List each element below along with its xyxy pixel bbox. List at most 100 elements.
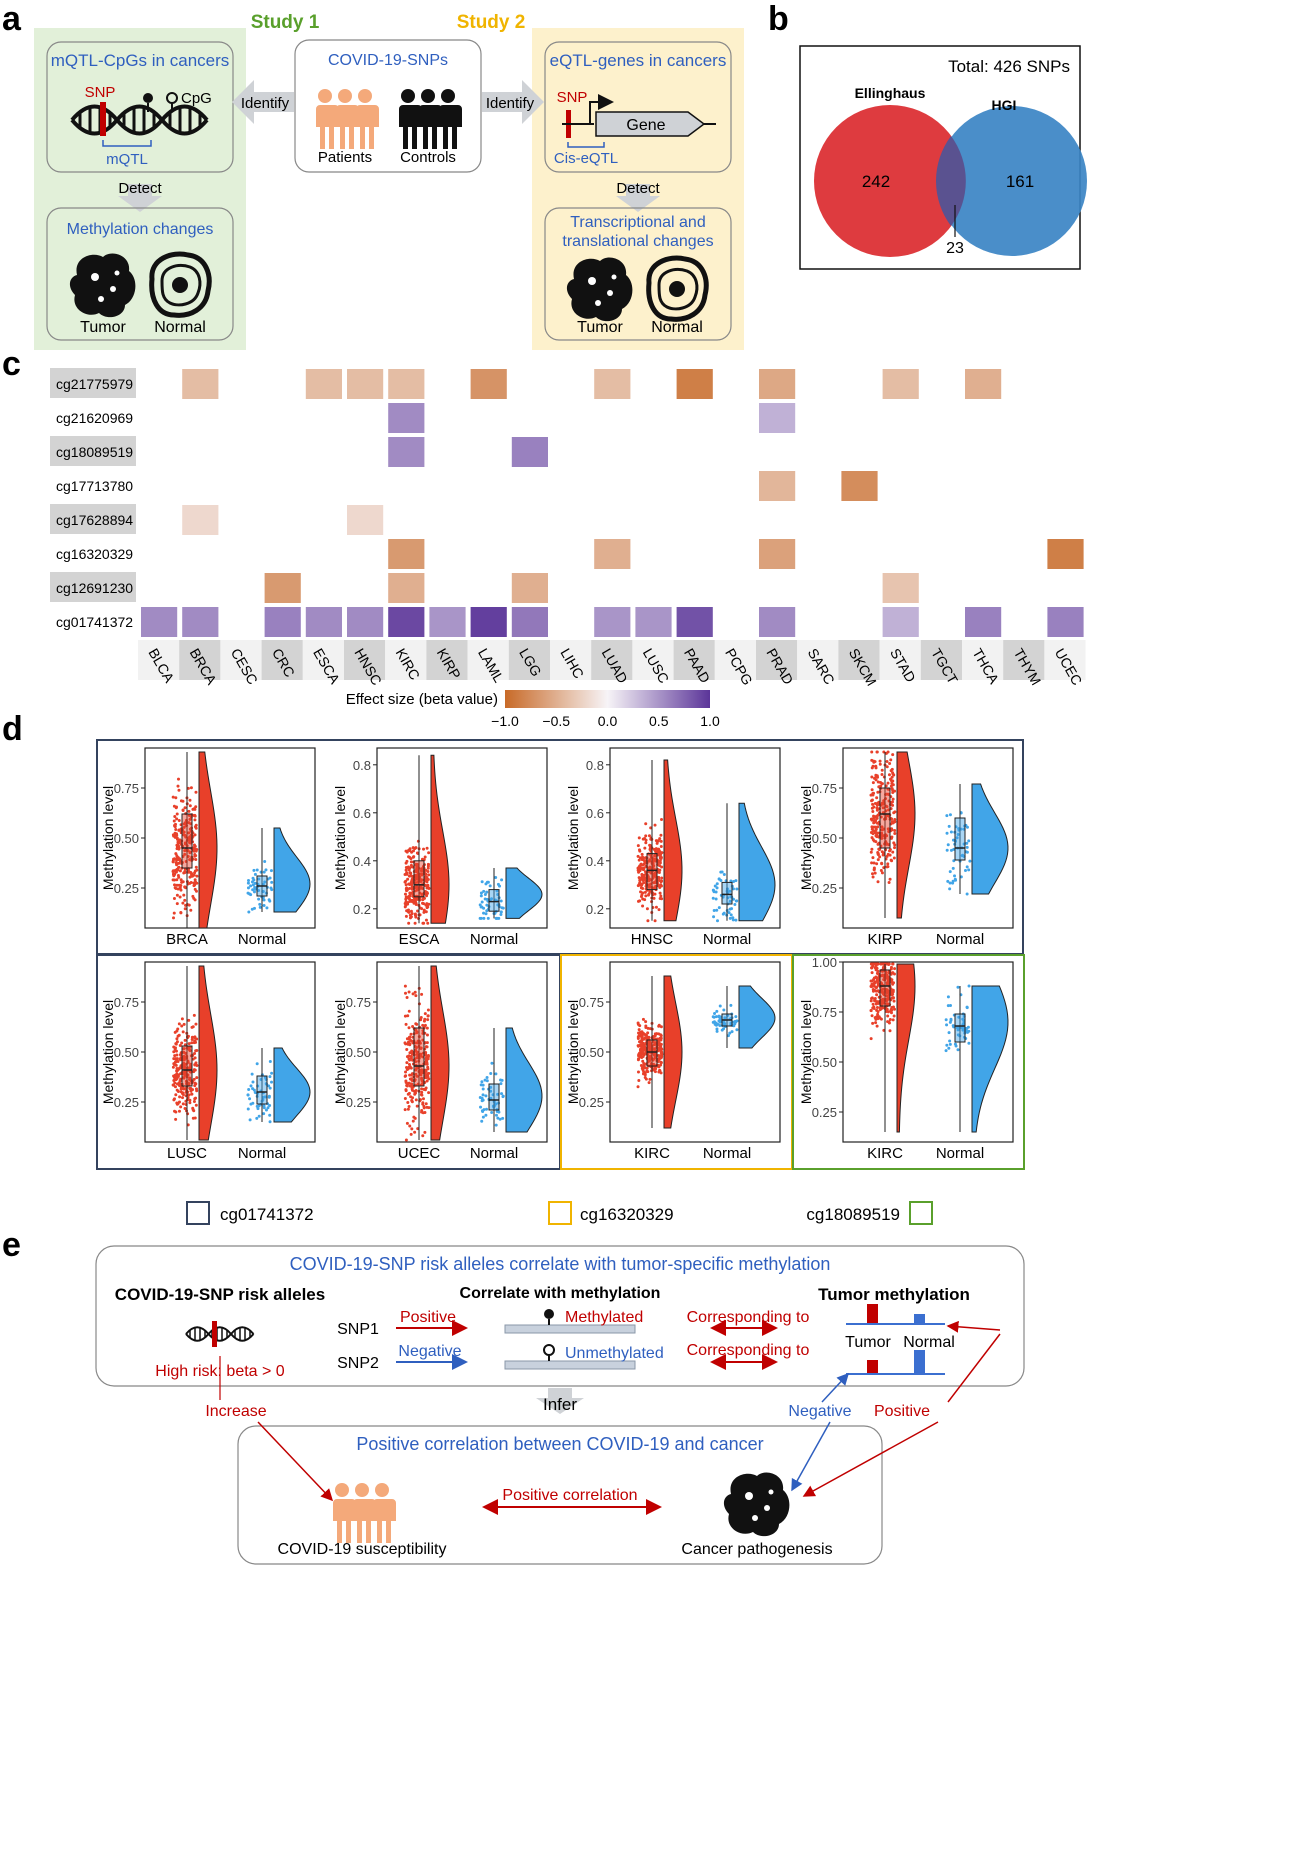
tumor-point <box>870 798 874 802</box>
normal-point <box>489 1072 493 1076</box>
tumor-point <box>427 873 431 877</box>
tumor-point <box>887 880 891 884</box>
legend-gradient <box>505 690 710 708</box>
corresponding-label-2: Corresponding to <box>687 1342 810 1359</box>
eqtl-box-title: eQTL-genes in cancers <box>550 51 727 70</box>
legend-tick: 0.5 <box>649 713 669 729</box>
tumor-point <box>876 880 880 884</box>
heatmap-cell <box>511 573 548 603</box>
methylated-strand <box>504 1324 636 1334</box>
tumor-point <box>876 842 880 846</box>
tumor-point <box>413 921 417 925</box>
normal-point <box>733 903 737 907</box>
normal-point <box>250 907 254 911</box>
methylated-cpg-icon <box>143 93 153 103</box>
tumor-point <box>191 1108 195 1112</box>
normal-point <box>267 1094 271 1098</box>
normal-point <box>951 866 955 870</box>
tumor-point <box>181 1030 185 1034</box>
tumor-point <box>183 1038 187 1042</box>
tumor-point <box>644 1020 648 1024</box>
normal-point <box>267 1084 271 1088</box>
y-tick-label: 0.75 <box>579 995 604 1010</box>
heatmap-col-label-bg <box>1003 640 1045 680</box>
tumor-point <box>411 849 415 853</box>
normal-point <box>480 1096 484 1100</box>
tumor-density <box>430 754 450 924</box>
tumor-point <box>420 868 424 872</box>
tumor-point <box>885 988 889 992</box>
tumor-point <box>171 1065 175 1069</box>
normal-point <box>717 906 721 910</box>
tumor-point <box>638 849 642 853</box>
tumor-point <box>881 852 885 856</box>
heatmap-col-label-bg <box>591 640 633 680</box>
tumor-point <box>172 1098 176 1102</box>
tumor-point <box>647 1081 651 1085</box>
bottom-summary-title: Positive correlation between COVID-19 an… <box>356 1434 763 1454</box>
tumor-point <box>407 882 411 886</box>
normal-point <box>953 874 957 878</box>
normal-point <box>947 824 951 828</box>
normal-point <box>268 1104 272 1108</box>
tumor-point <box>878 762 882 766</box>
tumor-point <box>171 1083 175 1087</box>
tumor-point <box>177 1109 181 1113</box>
panel-c: c cg21775979 cg21620969 cg18089519 cg177137… <box>2 345 1086 729</box>
y-tick-label: 0.6 <box>353 806 371 821</box>
tumor-point <box>426 1067 430 1071</box>
tumor-point <box>893 846 897 850</box>
tumor-point <box>188 813 192 817</box>
normal-point <box>729 913 733 917</box>
tumor-point <box>873 831 877 835</box>
heatmap-row-label: cg17713780 <box>56 478 133 494</box>
tumor-point <box>872 861 876 865</box>
normal-density <box>971 783 1009 895</box>
tumor-point <box>876 801 880 805</box>
heatmap-cell <box>264 573 301 603</box>
tumor-point <box>637 858 641 862</box>
normal-point <box>965 841 969 845</box>
tumor-point <box>172 1078 176 1082</box>
tumor-point <box>876 775 880 779</box>
normal-point <box>251 1080 255 1084</box>
normal-point <box>262 1104 266 1108</box>
tumor-point <box>876 780 880 784</box>
tumor-point <box>192 1013 196 1017</box>
tumor-point <box>426 905 430 909</box>
tumor-point <box>872 821 876 825</box>
normal-point <box>248 1118 252 1122</box>
tumor-point <box>409 873 413 877</box>
tumor-point <box>411 1119 415 1123</box>
normal-point <box>479 1105 483 1109</box>
tumor-point <box>870 985 874 989</box>
tumor-point <box>889 972 893 976</box>
tumor-point <box>408 871 412 875</box>
normal-point <box>488 884 492 888</box>
tumor-point <box>420 907 424 911</box>
normal-point <box>718 1004 722 1008</box>
tumor-point <box>193 1036 197 1040</box>
tumor-point <box>649 826 653 830</box>
normal-point <box>494 876 498 880</box>
tumor-point <box>410 887 414 891</box>
tumor-point <box>888 848 892 852</box>
normal-point <box>967 839 971 843</box>
tumor-point <box>636 867 640 871</box>
tumor-point <box>406 1092 410 1096</box>
tumor-point <box>404 868 408 872</box>
tumor-point <box>172 872 176 876</box>
normal-point <box>954 878 958 882</box>
tumor-point <box>890 781 894 785</box>
tumor-point <box>414 1022 418 1026</box>
tumor-point <box>640 1046 644 1050</box>
normal-point <box>728 899 732 903</box>
tumor-point <box>637 1028 641 1032</box>
tumor-point <box>420 1068 424 1072</box>
venn-hgi-circle <box>937 106 1087 256</box>
normal-point <box>268 1059 272 1063</box>
tumor-point <box>403 1014 407 1018</box>
tumor-point <box>405 1055 409 1059</box>
tumor-point <box>427 1091 431 1095</box>
tumor-point <box>660 876 664 880</box>
